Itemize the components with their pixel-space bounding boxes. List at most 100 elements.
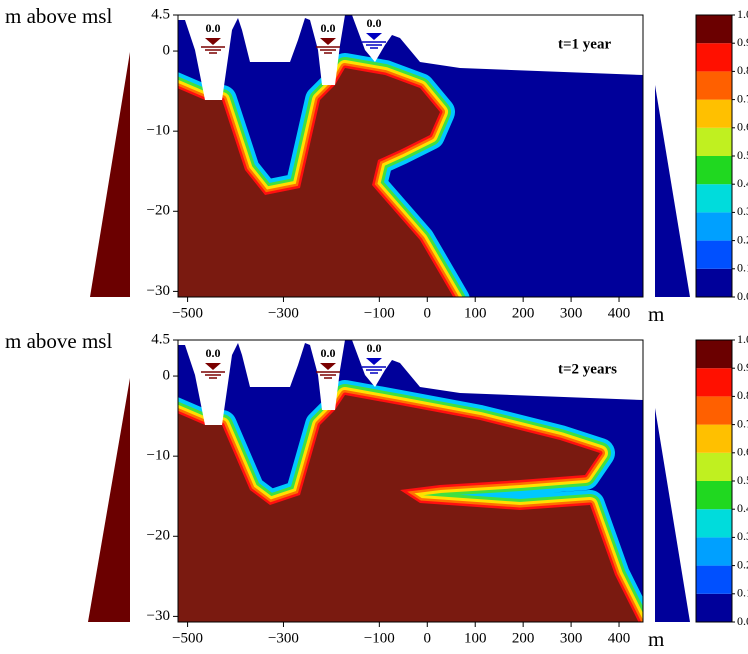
colorbar-tick-label: 0.7	[737, 91, 748, 105]
x-tick-label: −500	[172, 630, 203, 646]
colorbar-tick-label: 0.7	[737, 416, 748, 430]
water-level-symbol	[366, 358, 382, 365]
colorbar-tick-label: 1.0	[737, 7, 748, 21]
y-axis-label: m above msl	[5, 4, 112, 28]
ground-surface	[178, 15, 643, 100]
colorbar-tick-label: 0.0	[737, 614, 748, 628]
colorbar-tick-label: 0.3	[737, 204, 748, 218]
colorbar-swatch	[696, 396, 732, 425]
y-tick-label: 4.5	[151, 6, 170, 22]
x-axis-label: m	[648, 627, 664, 651]
colorbar-swatch	[696, 71, 732, 100]
y-tick-label: −10	[147, 448, 170, 464]
water-level-label: 0.0	[321, 21, 336, 35]
x-tick-label: 0	[424, 630, 432, 646]
x-tick-label: 400	[608, 630, 631, 646]
colorbar-swatch	[696, 565, 732, 594]
colorbar-tick-label: 0.8	[737, 388, 748, 402]
water-level-symbol	[205, 38, 221, 45]
x-axis-label: m	[648, 302, 664, 326]
colorbar-swatch	[696, 368, 732, 397]
right-wedge	[655, 408, 690, 622]
colorbar-tick-label: 0.9	[737, 360, 748, 374]
water-level-label: 0.0	[206, 21, 221, 35]
x-tick-label: −300	[268, 630, 299, 646]
colorbar-tick-label: 0.2	[737, 232, 748, 246]
right-wedge	[655, 85, 690, 297]
colorbar-swatch	[696, 537, 732, 566]
colorbar-swatch	[696, 424, 732, 453]
colorbar-swatch	[696, 156, 732, 185]
water-level-label: 0.0	[206, 346, 221, 360]
colorbar-tick-label: 0.9	[737, 35, 748, 49]
colorbar-tick-label: 0.2	[737, 557, 748, 571]
colorbar-tick-label: 0.8	[737, 63, 748, 77]
x-tick-label: −100	[364, 305, 395, 321]
plot-frame	[177, 339, 644, 623]
plume	[178, 395, 639, 622]
x-tick-label: 100	[464, 305, 487, 321]
water-level-label: 0.0	[321, 346, 336, 360]
contour-field	[178, 340, 643, 622]
left-wedge	[88, 378, 130, 622]
water-level-symbol	[320, 363, 336, 370]
colorbar-swatch	[696, 184, 732, 213]
x-tick-label: 100	[464, 630, 487, 646]
colorbar-tick-label: 0.6	[737, 120, 748, 134]
colorbar-swatch	[696, 99, 732, 128]
colorbar-swatch	[696, 240, 732, 269]
y-axis-label: m above msl	[5, 329, 112, 353]
colorbar-tick-label: 0.4	[737, 176, 748, 190]
water-level-symbol	[320, 38, 336, 45]
colorbar-swatch	[696, 481, 732, 510]
x-tick-label: −500	[172, 305, 203, 321]
y-tick-label: −20	[147, 203, 170, 219]
colorbar-swatch	[696, 43, 732, 72]
colorbar-swatch	[696, 268, 732, 297]
colorbar-swatch	[696, 15, 732, 44]
time-label: t=2 years	[558, 361, 617, 377]
colorbar-tick-label: 0.6	[737, 445, 748, 459]
y-tick-label: −20	[147, 528, 170, 544]
left-wedge	[90, 52, 130, 297]
water-level-symbol	[205, 363, 221, 370]
time-label: t=1 year	[558, 36, 611, 52]
x-tick-label: 300	[560, 630, 583, 646]
colorbar-swatch	[696, 340, 732, 369]
colorbar-tick-label: 0.3	[737, 529, 748, 543]
colorbar-tick-label: 1.0	[737, 332, 748, 346]
colorbar-swatch	[696, 212, 732, 241]
contour-field	[178, 15, 643, 297]
colorbar-tick-label: 0.4	[737, 501, 748, 515]
water-level-label: 0.0	[367, 16, 382, 30]
y-tick-label: 4.5	[151, 331, 170, 347]
colorbar-tick-label: 0.0	[737, 289, 748, 303]
y-tick-label: 0	[163, 367, 171, 383]
colorbar-tick-label: 0.5	[737, 473, 748, 487]
y-tick-label: −30	[147, 608, 170, 624]
water-level-symbol	[366, 33, 382, 40]
colorbar-swatch	[696, 127, 732, 156]
colorbar-tick-label: 0.1	[737, 261, 748, 275]
colorbar-swatch	[696, 452, 732, 481]
x-tick-label: 200	[512, 630, 535, 646]
x-tick-label: 300	[560, 305, 583, 321]
colorbar-tick-label: 0.1	[737, 586, 748, 600]
colorbar-swatch	[696, 593, 732, 622]
x-tick-label: −300	[268, 305, 299, 321]
x-tick-label: 400	[608, 305, 631, 321]
colorbar-swatch	[696, 509, 732, 538]
plume	[178, 68, 454, 297]
colorbar-tick-label: 0.5	[737, 148, 748, 162]
water-level-label: 0.0	[367, 341, 382, 355]
plot-frame	[177, 14, 644, 298]
x-tick-label: −100	[364, 630, 395, 646]
ground-surface	[178, 340, 643, 425]
y-tick-label: −10	[147, 123, 170, 139]
y-tick-label: −30	[147, 283, 170, 299]
x-tick-label: 0	[424, 305, 432, 321]
x-tick-label: 200	[512, 305, 535, 321]
y-tick-label: 0	[163, 42, 171, 58]
